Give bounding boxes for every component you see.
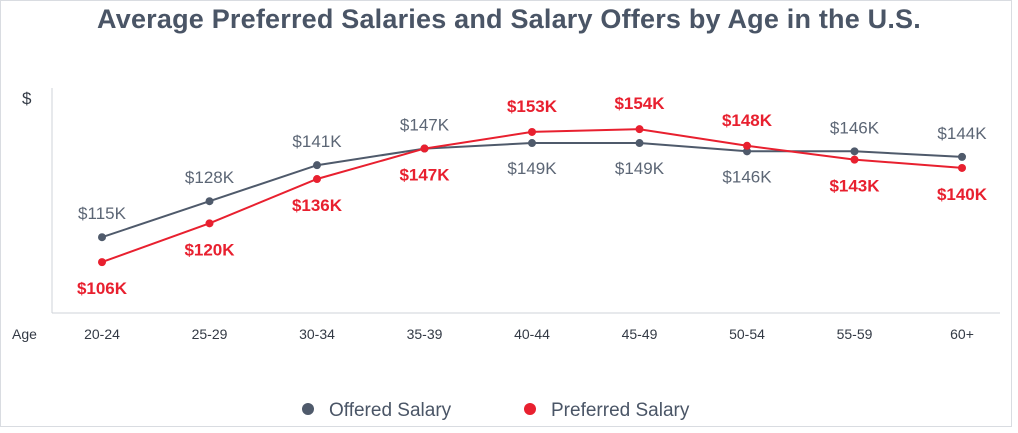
offered-point	[958, 152, 966, 161]
preferred-point	[635, 125, 644, 134]
x-tick-label: 50-54	[729, 326, 765, 342]
x-tick-label: 40-44	[514, 326, 550, 342]
x-tick-label: 55-59	[837, 326, 873, 342]
y-axis-label: $	[22, 89, 32, 108]
offered-point	[528, 139, 536, 148]
x-tick-label: 60+	[950, 326, 974, 342]
legend-label-offered: Offered Salary	[329, 400, 452, 421]
offered-point	[205, 197, 214, 206]
offered-data-label: $146K	[830, 118, 880, 137]
x-axis-label: Age	[12, 326, 37, 342]
offered-data-label: $128K	[185, 168, 235, 187]
preferred-data-label: $147K	[399, 166, 450, 185]
preferred-data-label: $136K	[292, 196, 343, 215]
offered-point	[850, 147, 859, 156]
offered-data-label: $144K	[937, 124, 987, 143]
offered-point	[313, 161, 321, 170]
preferred-point	[743, 141, 751, 150]
preferred-point	[850, 155, 859, 164]
x-tick-label: 35-39	[407, 326, 443, 342]
offered-data-label: $147K	[400, 116, 450, 135]
offered-data-label: $141K	[292, 132, 342, 151]
preferred-point	[528, 127, 536, 136]
offered-data-label: $149K	[615, 159, 665, 178]
chart-title: Average Preferred Salaries and Salary Of…	[97, 4, 921, 34]
x-tick-label: 30-34	[299, 326, 335, 342]
offered-data-label: $115K	[78, 204, 127, 223]
preferred-point	[420, 144, 429, 153]
offered-point	[743, 147, 751, 156]
offered-data-label: $149K	[507, 159, 557, 178]
x-tick-label: 20-24	[84, 326, 120, 342]
preferred-data-label: $140K	[937, 185, 988, 204]
legend-marker-offered	[302, 403, 314, 415]
legend-marker-preferred	[524, 403, 536, 415]
offered-point	[635, 139, 644, 148]
preferred-data-label: $106K	[77, 279, 128, 298]
preferred-point	[205, 219, 214, 228]
preferred-point	[313, 175, 321, 184]
preferred-data-label: $153K	[507, 97, 558, 116]
preferred-point	[958, 163, 966, 172]
preferred-point	[98, 258, 106, 267]
preferred-data-label: $120K	[184, 240, 235, 259]
preferred-data-label: $148K	[722, 111, 773, 130]
x-tick-label: 45-49	[622, 326, 658, 342]
x-tick-label: 25-29	[192, 326, 228, 342]
preferred-data-label: $143K	[829, 177, 880, 196]
preferred-data-label: $154K	[614, 94, 665, 113]
legend-label-preferred: Preferred Salary	[551, 400, 690, 421]
offered-data-label: $146K	[722, 167, 772, 186]
offered-point	[98, 233, 106, 242]
